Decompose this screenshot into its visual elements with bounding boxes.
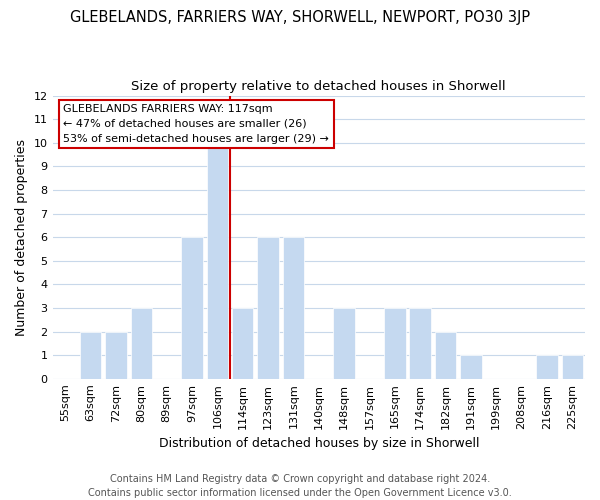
Text: GLEBELANDS FARRIERS WAY: 117sqm
← 47% of detached houses are smaller (26)
53% of: GLEBELANDS FARRIERS WAY: 117sqm ← 47% of… <box>63 104 329 144</box>
Bar <box>80 332 101 379</box>
Bar <box>562 355 583 379</box>
Bar <box>206 143 228 379</box>
Text: Contains HM Land Registry data © Crown copyright and database right 2024.
Contai: Contains HM Land Registry data © Crown c… <box>88 474 512 498</box>
Bar <box>131 308 152 379</box>
Bar <box>536 355 558 379</box>
Y-axis label: Number of detached properties: Number of detached properties <box>15 138 28 336</box>
Bar <box>181 237 203 379</box>
Text: GLEBELANDS, FARRIERS WAY, SHORWELL, NEWPORT, PO30 3JP: GLEBELANDS, FARRIERS WAY, SHORWELL, NEWP… <box>70 10 530 25</box>
Bar <box>435 332 457 379</box>
Bar <box>105 332 127 379</box>
Bar <box>384 308 406 379</box>
Bar <box>460 355 482 379</box>
Bar <box>283 237 304 379</box>
Bar <box>334 308 355 379</box>
X-axis label: Distribution of detached houses by size in Shorwell: Distribution of detached houses by size … <box>158 437 479 450</box>
Bar <box>409 308 431 379</box>
Bar <box>257 237 279 379</box>
Title: Size of property relative to detached houses in Shorwell: Size of property relative to detached ho… <box>131 80 506 93</box>
Bar <box>232 308 253 379</box>
